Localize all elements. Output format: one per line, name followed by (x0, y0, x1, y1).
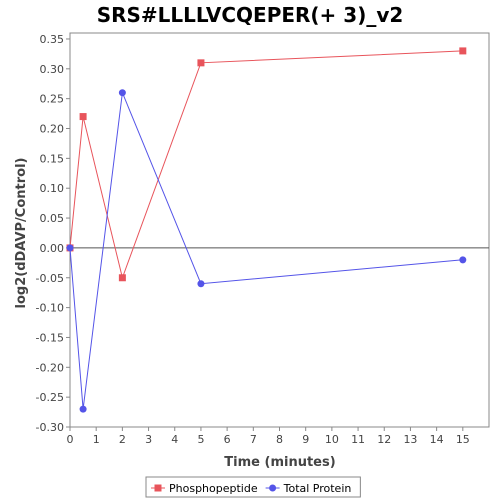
y-tick-label: 0.25 (40, 93, 65, 106)
y-tick-label: 0.35 (40, 33, 65, 46)
x-tick-label: 7 (250, 433, 257, 446)
data-point (118, 89, 126, 97)
legend-item: Total Protein (265, 482, 352, 495)
x-axis: 0 1 2 3 4 5 6 7 8 9 10 11 12 13 14 15 (67, 427, 470, 446)
data-point (79, 405, 87, 413)
x-tick-label: 3 (145, 433, 152, 446)
y-axis-label: log2(dDAVP/Control) (14, 158, 29, 309)
x-axis-label: Time (minutes) (224, 455, 335, 470)
x-tick-label: 5 (197, 433, 204, 446)
series-1 (66, 89, 467, 413)
y-tick-label: 0.15 (40, 152, 65, 165)
data-point (197, 59, 205, 67)
x-tick-label: 9 (302, 433, 309, 446)
legend-item: Phosphopeptide (151, 482, 258, 495)
chart-title: SRS#LLLLVCQEPER(+ 3)_v2 (97, 3, 404, 27)
x-tick-label: 11 (351, 433, 365, 446)
series-layer (66, 47, 467, 413)
legend-box (145, 476, 361, 498)
y-tick-label: 0.05 (40, 212, 65, 225)
x-tick-label: 0 (67, 433, 74, 446)
x-tick-label: 1 (93, 433, 100, 446)
data-point (118, 274, 126, 282)
y-tick-label: 0.30 (40, 63, 65, 76)
data-point (197, 280, 205, 288)
x-tick-label: 12 (377, 433, 391, 446)
data-point (459, 256, 467, 264)
x-tick-label: 4 (171, 433, 178, 446)
x-tick-label: 8 (276, 433, 283, 446)
legend-swatch-marker (269, 484, 277, 492)
data-point (459, 47, 467, 55)
data-point (79, 113, 87, 121)
plot-area (69, 32, 490, 428)
y-tick-label: -0.20 (36, 361, 64, 374)
y-tick-label: -0.10 (36, 302, 64, 315)
y-axis: -0.30 -0.25 -0.20 -0.15 -0.10 -0.05 0.00 0.05 0.… (36, 33, 70, 434)
data-point (66, 244, 74, 252)
y-tick-label: 0.20 (40, 123, 65, 136)
y-tick-label: -0.15 (36, 331, 64, 344)
x-tick-label: 10 (325, 433, 339, 446)
x-tick-label: 15 (456, 433, 470, 446)
x-tick-label: 6 (224, 433, 231, 446)
legend-label: Total Protein (283, 482, 352, 495)
y-tick-label: -0.05 (36, 272, 64, 285)
y-tick-label: 0.00 (40, 242, 65, 255)
y-tick-label: -0.30 (36, 421, 64, 434)
legend-label: Phosphopeptide (169, 482, 258, 495)
y-tick-label: -0.25 (36, 391, 64, 404)
x-tick-label: 2 (119, 433, 126, 446)
legend-swatch-marker (154, 484, 162, 492)
x-tick-label: 14 (430, 433, 444, 446)
legend: Phosphopeptide Total Protein (145, 476, 361, 498)
x-tick-label: 13 (403, 433, 417, 446)
y-tick-label: 0.10 (40, 182, 65, 195)
